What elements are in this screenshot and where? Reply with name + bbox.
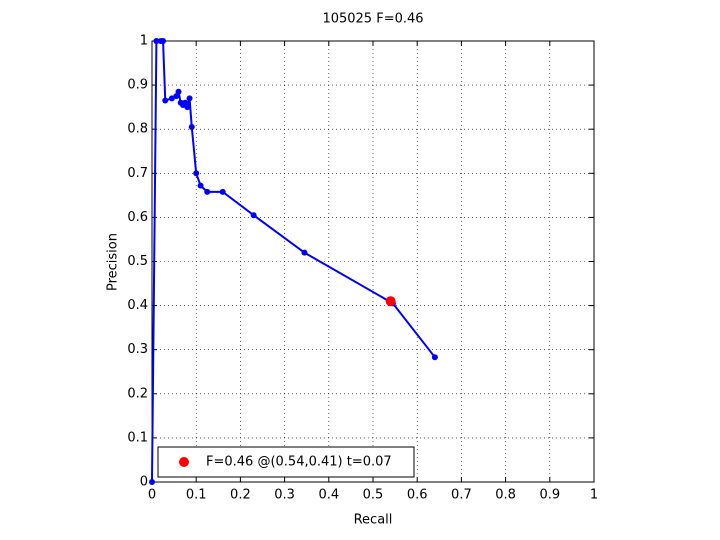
- x-tick-label: 0.5: [363, 488, 384, 503]
- y-tick-label: 0.3: [127, 342, 148, 357]
- pr-point: [197, 182, 204, 189]
- pr-point: [184, 104, 191, 111]
- best-point: [385, 296, 396, 307]
- y-tick-label: 0.4: [127, 298, 148, 313]
- x-tick-label: 0.8: [495, 488, 516, 503]
- x-tick-label: 0.3: [274, 488, 295, 503]
- pr-point: [175, 88, 182, 95]
- pr-point: [186, 95, 193, 102]
- legend-label: F=0.46 @(0.54,0.41) t=0.07: [206, 455, 392, 470]
- chart-title: 105025 F=0.46: [322, 12, 423, 27]
- y-tick-label: 0.5: [127, 254, 148, 269]
- x-tick-label: 0.4: [318, 488, 339, 503]
- pr-point: [153, 38, 160, 44]
- legend-marker: [179, 457, 189, 467]
- x-tick-label: 0.1: [186, 488, 207, 503]
- pr-point: [168, 95, 175, 102]
- pr-point: [160, 38, 167, 44]
- y-tick-label: 0.6: [127, 210, 148, 225]
- y-axis-label: Precision: [106, 233, 121, 291]
- y-tick-label: 0: [140, 475, 148, 490]
- pr-point: [193, 170, 200, 177]
- y-tick-label: 0.1: [127, 430, 148, 445]
- y-tick-label: 0.8: [127, 122, 148, 137]
- pr-point: [188, 123, 195, 130]
- x-tick-label: 1: [590, 488, 598, 503]
- pr-point: [149, 479, 155, 485]
- pr-point: [301, 249, 308, 256]
- y-tick-label: 0.2: [127, 386, 148, 401]
- x-tick-label: 0: [148, 488, 156, 503]
- x-tick-label: 0.7: [451, 488, 472, 503]
- x-axis-label: Recall: [354, 513, 393, 528]
- x-tick-label: 0.2: [230, 488, 251, 503]
- legend-box: [157, 446, 415, 478]
- x-tick-label: 0.9: [539, 488, 560, 503]
- y-tick-label: 0.9: [127, 78, 148, 93]
- pr-point: [431, 354, 438, 361]
- plot-frame: [151, 40, 595, 483]
- y-tick-label: 1: [140, 34, 148, 49]
- y-tick-label: 0.7: [127, 166, 148, 181]
- pr-point: [219, 188, 226, 195]
- pr-point: [250, 212, 257, 219]
- pr-point: [162, 97, 169, 104]
- x-tick-label: 0.6: [407, 488, 428, 503]
- pr-point: [204, 188, 211, 195]
